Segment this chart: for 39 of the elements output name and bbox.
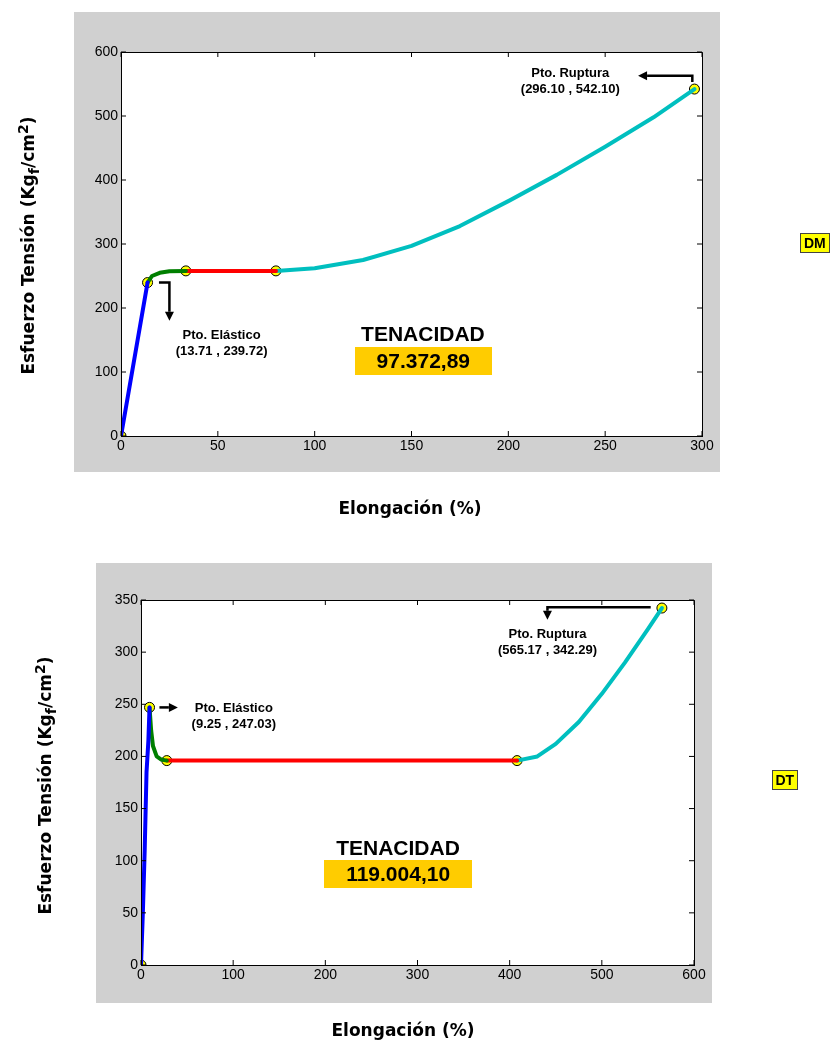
y-tick-label: 250: [114, 695, 139, 712]
x-tick-label: 500: [590, 966, 614, 983]
x-tick-label: 600: [682, 966, 706, 983]
x-tick-label: 300: [690, 437, 714, 454]
x-tick-label: 200: [496, 437, 521, 454]
annotation: Pto. Ruptura (565.17 , 342.29): [497, 625, 597, 658]
x-tick-label: 100: [221, 966, 246, 983]
y-tick-label: 200: [94, 298, 119, 315]
text: DM: [800, 233, 830, 253]
text: DT: [771, 770, 799, 790]
y-tick-label: 100: [94, 362, 119, 379]
y-tick-label: 150: [114, 799, 139, 816]
y-tick-label: 50: [122, 903, 139, 920]
x-tick-label: 250: [593, 437, 618, 454]
y-tick-label: 300: [114, 643, 139, 659]
annotation: Pto. Elástico (13.71 , 239.72): [175, 326, 268, 359]
x-tick-label: 100: [302, 437, 327, 454]
y-tick-label: 350: [114, 590, 139, 607]
y-tick-label: 300: [94, 234, 119, 251]
annotation: TENACIDAD: [361, 322, 485, 347]
y-tick-label: 600: [94, 42, 119, 59]
y-tick-label: 0: [130, 955, 139, 972]
y-tick-label: 400: [94, 170, 119, 187]
x-tick-label: 50: [210, 437, 226, 454]
y-tick-label: 200: [114, 747, 139, 764]
annotation: TENACIDAD: [336, 836, 460, 861]
annotation: 97.372,89: [354, 347, 493, 376]
x-tick-label: 300: [405, 966, 430, 983]
annotation: Pto. Ruptura (296.10 , 542.10): [520, 64, 620, 97]
x-axis-title: Elongación (%): [338, 498, 482, 518]
y-tick-label: 0: [110, 426, 119, 443]
x-axis-title: Elongación (%): [331, 1020, 475, 1040]
x-tick-label: 400: [497, 966, 522, 983]
x-tick-label: 200: [313, 966, 338, 983]
annotation: 119.004,10: [324, 860, 473, 889]
y-tick-label: 500: [94, 106, 119, 123]
annotation: Pto. Elástico (9.25 , 247.03): [191, 699, 277, 732]
y-tick-label: 100: [114, 851, 139, 868]
x-tick-label: 150: [399, 437, 424, 454]
